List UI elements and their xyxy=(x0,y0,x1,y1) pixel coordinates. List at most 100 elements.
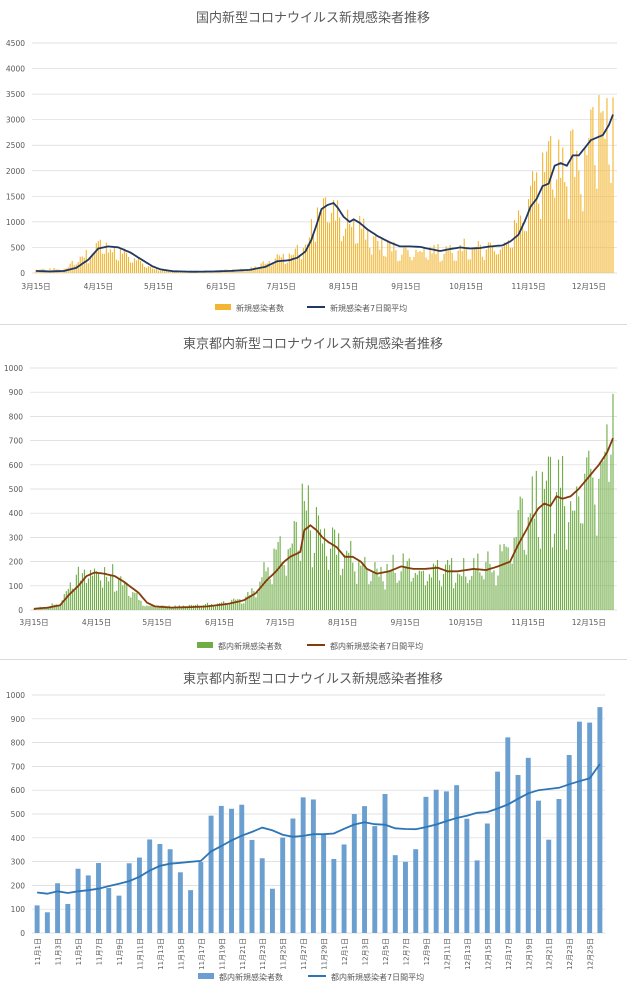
bar xyxy=(116,895,122,933)
y-tick-label: 2500 xyxy=(6,141,25,150)
bar xyxy=(93,253,95,273)
bar xyxy=(109,249,111,273)
bar xyxy=(586,457,588,610)
bar xyxy=(469,579,471,610)
bar xyxy=(154,269,156,273)
bar xyxy=(366,569,368,610)
bar xyxy=(362,562,364,610)
chart-title: 国内新型コロナウイルス新規感染者推移 xyxy=(196,10,430,26)
bar xyxy=(269,888,275,933)
bar xyxy=(141,263,144,273)
x-tick-label: 12月11日 xyxy=(443,938,451,970)
bar xyxy=(401,254,403,273)
bar xyxy=(247,591,249,610)
x-tick-label: 7月15日 xyxy=(267,282,296,291)
bar xyxy=(106,888,112,933)
bar xyxy=(309,530,311,610)
bar xyxy=(414,572,416,610)
bar xyxy=(312,233,315,273)
bar xyxy=(265,571,267,610)
x-tick-label: 12月15日 xyxy=(484,938,492,970)
chart-national: 国内新型コロナウイルス新規感染者推移 0 500 1000 1500 2000 2500 3… xyxy=(6,10,617,313)
x-tick-label: 11月11日 xyxy=(136,938,144,970)
bar xyxy=(57,605,59,610)
bar xyxy=(172,272,174,273)
bar xyxy=(261,577,263,610)
bar xyxy=(576,150,578,273)
chart-legend: 新規感染者数 新規感染者7日間平均 xyxy=(215,303,407,313)
bar xyxy=(164,269,166,273)
bar xyxy=(152,268,154,273)
bar xyxy=(148,605,150,610)
bar xyxy=(437,244,439,273)
bar xyxy=(529,513,531,610)
bar xyxy=(530,185,532,273)
bar xyxy=(336,554,338,610)
bar xyxy=(55,883,61,933)
bar xyxy=(186,607,188,610)
bar xyxy=(370,581,372,610)
bar xyxy=(154,605,156,610)
bar xyxy=(270,265,272,273)
bar xyxy=(322,198,325,273)
bar xyxy=(233,598,235,610)
bar xyxy=(374,562,376,610)
bar xyxy=(453,260,455,273)
legend-swatch-cases xyxy=(198,973,214,979)
bar xyxy=(568,218,570,273)
bar xyxy=(69,263,71,273)
bar xyxy=(252,268,254,273)
bar xyxy=(320,212,323,273)
bar xyxy=(473,558,475,610)
bar xyxy=(245,596,247,610)
bar xyxy=(124,581,126,610)
bar xyxy=(541,471,543,610)
bar xyxy=(371,254,373,273)
bar xyxy=(441,260,443,273)
x-tick-label: 11月29日 xyxy=(321,938,329,970)
x-tick-label: 12月1日 xyxy=(341,938,349,965)
bar xyxy=(574,176,576,273)
bar xyxy=(101,253,103,273)
bar xyxy=(350,540,352,610)
bar xyxy=(515,536,517,610)
bar xyxy=(442,573,445,610)
bar xyxy=(540,219,542,273)
bar xyxy=(111,252,113,273)
bar xyxy=(108,581,110,610)
bar xyxy=(507,240,510,273)
bar xyxy=(416,574,418,610)
bar xyxy=(443,791,449,933)
bar xyxy=(365,239,367,273)
x-tick-label: 11月17日 xyxy=(198,938,206,970)
chart-legend: 都内新規感染者数 都内新規感染者7日間平均 xyxy=(198,972,424,982)
bar xyxy=(229,603,231,610)
bar xyxy=(290,255,292,273)
bar xyxy=(152,605,154,610)
bar xyxy=(562,456,564,610)
bar xyxy=(356,583,358,610)
y-tick-label: 0 xyxy=(20,269,25,278)
bar xyxy=(243,603,245,610)
bar xyxy=(436,559,439,610)
bar xyxy=(59,605,61,610)
x-tick-label: 11月15日 xyxy=(177,938,185,970)
bar xyxy=(556,179,558,273)
bar xyxy=(594,165,596,273)
bar xyxy=(285,575,287,610)
bar xyxy=(451,253,453,273)
bar xyxy=(372,826,378,933)
bar xyxy=(342,568,344,610)
bar xyxy=(533,518,535,610)
bar xyxy=(91,575,94,610)
bar xyxy=(503,543,505,610)
bar xyxy=(481,575,483,610)
bar xyxy=(119,247,121,273)
bar xyxy=(433,245,435,273)
bar xyxy=(71,588,73,610)
bar xyxy=(329,548,332,610)
bar xyxy=(133,258,136,273)
bar xyxy=(558,139,560,273)
bar xyxy=(606,424,608,610)
bar xyxy=(542,152,544,273)
